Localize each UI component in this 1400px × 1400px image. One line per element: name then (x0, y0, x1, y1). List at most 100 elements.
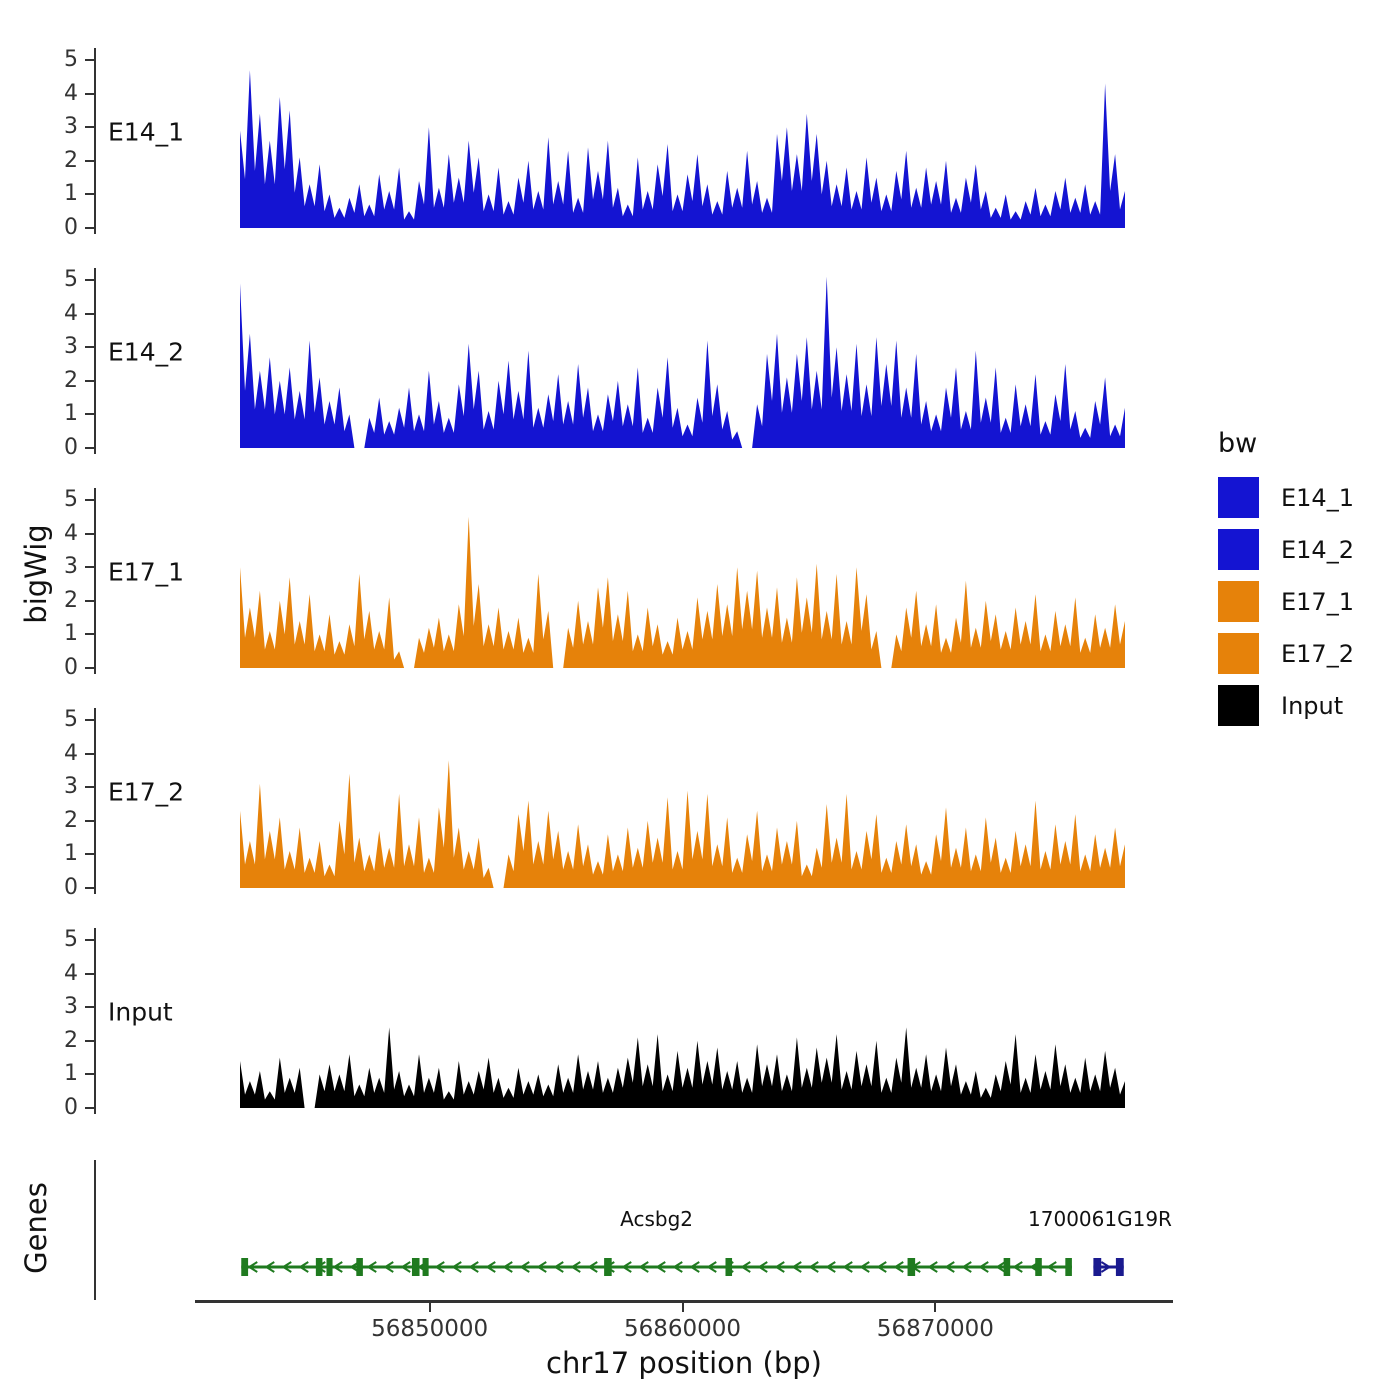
y-axis: 0 1 2 3 4 5 (55, 927, 96, 1119)
legend: bw E14_1 E14_2 E17_1 E17_2 Input (1218, 428, 1354, 737)
legend-swatch-e14-2 (1218, 529, 1259, 570)
track-label-e14-1: E14_1 (108, 117, 185, 147)
y-tick-label: 1 (64, 401, 78, 427)
legend-swatch-e14-1 (1218, 477, 1259, 518)
y-tick-mark (85, 1039, 94, 1042)
y-tick-label: 3 (64, 994, 78, 1020)
coverage-area-e17-2 (240, 760, 1125, 888)
y-tick-mark (85, 667, 94, 669)
x-tick-mark (934, 1303, 937, 1312)
y-tick-mark (85, 566, 94, 569)
y-tick-label: 5 (64, 47, 78, 72)
y-tick-mark (85, 853, 94, 856)
genes-track: Acsbg2 1700061G19Rik (195, 1155, 1173, 1300)
y-tick-label: 3 (64, 334, 78, 360)
track-panel-e17-1: 0 1 2 3 4 5 E17_1 (0, 487, 1400, 679)
y-tick-label: 2 (64, 807, 78, 833)
track-panel-e14-1: 0 1 2 3 4 5 E14_1 (0, 47, 1400, 239)
y-tick-label: 5 (64, 487, 78, 512)
y-tick-mark (85, 92, 94, 95)
x-tick-label: 56860000 (623, 1316, 742, 1342)
coverage-area-input (240, 1027, 1125, 1108)
y-tick-mark (85, 887, 94, 889)
y-tick-label: 2 (64, 587, 78, 613)
y-tick-mark (85, 719, 94, 721)
y-tick-label: 3 (64, 774, 78, 800)
y-tick-mark (85, 279, 94, 281)
y-tick-label: 1 (64, 181, 78, 207)
y-tick-mark (85, 312, 94, 315)
track-panel-e17-2: 0 1 2 3 4 5 E17_2 (0, 707, 1400, 899)
y-tick-mark (85, 346, 94, 349)
y-tick-label: 0 (64, 1095, 78, 1120)
genes-axis-line (94, 1160, 96, 1300)
y-axis: 0 1 2 3 4 5 (55, 267, 96, 459)
y-tick-label: 1 (64, 621, 78, 647)
y-axis: 0 1 2 3 4 5 (55, 707, 96, 899)
genes-panel: Acsbg2 1700061G19Rik (0, 1155, 1400, 1300)
coverage-area-e14-2 (240, 276, 1125, 448)
y-tick-mark (85, 819, 94, 822)
legend-title: bw (1218, 428, 1258, 459)
legend-item: E17_1 (1218, 581, 1354, 622)
y-tick-label: 4 (64, 520, 78, 546)
y-tick-mark (85, 159, 94, 162)
y-axis: 0 1 2 3 4 5 (55, 47, 96, 239)
legend-label: E17_1 (1281, 587, 1354, 616)
x-tick-mark (681, 1303, 684, 1312)
y-tick-label: 3 (64, 554, 78, 580)
y-tick-mark (85, 752, 94, 755)
x-tick-mark (428, 1303, 431, 1312)
legend-label: E14_1 (1281, 483, 1354, 512)
y-tick-label: 2 (64, 147, 78, 173)
y-tick-mark (85, 59, 94, 61)
track-label-input: Input (108, 997, 173, 1027)
y-tick-mark (85, 193, 94, 196)
y-tick-label: 0 (64, 435, 78, 460)
y-tick-mark (85, 413, 94, 416)
y-tick-mark (85, 532, 94, 535)
track-panel-input: 0 1 2 3 4 5 Input (0, 927, 1400, 1119)
y-tick-mark (85, 939, 94, 941)
y-tick-mark (85, 1107, 94, 1109)
y-tick-label: 1 (64, 1061, 78, 1087)
y-tick-label: 5 (64, 927, 78, 952)
y-tick-mark (85, 379, 94, 382)
y-tick-label: 2 (64, 1027, 78, 1053)
x-tick-label: 56870000 (876, 1316, 994, 1342)
y-tick-mark (85, 227, 94, 229)
y-tick-label: 5 (64, 707, 78, 732)
legend-swatch-input (1218, 685, 1259, 726)
coverage-area-e17-1 (240, 516, 1125, 668)
track-panel-e14-2: 0 1 2 3 4 5 E14_2 (0, 267, 1400, 459)
legend-item: E14_2 (1218, 529, 1354, 570)
y-tick-label: 4 (64, 80, 78, 106)
y-axis: 0 1 2 3 4 5 (55, 487, 96, 679)
y-tick-label: 5 (64, 267, 78, 292)
track-label-e17-2: E17_2 (108, 777, 185, 807)
y-tick-mark (85, 972, 94, 975)
x-tick-label: 56850000 (371, 1316, 489, 1342)
gene-label-1700061g19rik: 1700061G19Rik (1028, 1207, 1173, 1231)
y-tick-label: 4 (64, 300, 78, 326)
legend-label: E14_2 (1281, 535, 1354, 564)
y-tick-label: 4 (64, 960, 78, 986)
y-tick-mark (85, 126, 94, 129)
y-tick-mark (85, 599, 94, 602)
gene-label-acsbg2: Acsbg2 (620, 1207, 694, 1231)
y-tick-mark (85, 447, 94, 449)
x-axis-line (195, 1300, 1173, 1303)
y-tick-label: 3 (64, 114, 78, 140)
y-tick-label: 0 (64, 215, 78, 240)
legend-swatch-e17-1 (1218, 581, 1259, 622)
legend-item: E17_2 (1218, 633, 1354, 674)
track-label-e17-1: E17_1 (108, 557, 185, 587)
legend-swatch-e17-2 (1218, 633, 1259, 674)
y-tick-mark (85, 633, 94, 636)
y-tick-mark (85, 1006, 94, 1009)
legend-item: Input (1218, 685, 1354, 726)
x-axis-title: chr17 position (bp) (546, 1346, 822, 1380)
y-tick-mark (85, 786, 94, 789)
y-tick-mark (85, 499, 94, 501)
